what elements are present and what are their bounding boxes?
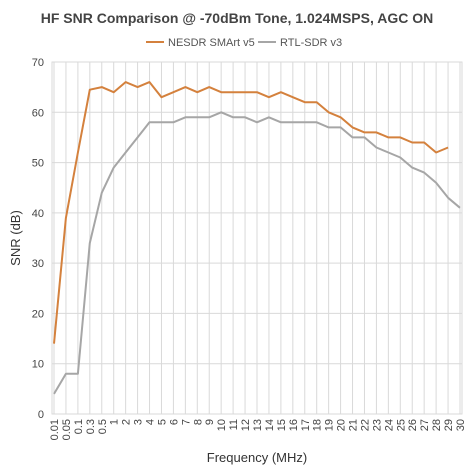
x-tick-label: 5	[156, 419, 168, 425]
y-tick-label: 10	[32, 359, 44, 371]
x-tick-label: 25	[395, 419, 407, 431]
y-tick-label: 20	[32, 308, 44, 320]
series-line-nesdr	[53, 81, 449, 344]
y-tick-label: 70	[32, 57, 44, 69]
x-tick-label: 24	[383, 419, 395, 431]
grid	[52, 61, 462, 415]
x-tick-label: 18	[312, 419, 324, 431]
y-tick-label: 40	[32, 208, 44, 220]
x-tick-label: 9	[204, 419, 216, 425]
y-tick-label: 60	[32, 107, 44, 119]
x-tick-label: 13	[252, 419, 264, 431]
series	[53, 81, 461, 395]
x-tick-label: 12	[240, 419, 252, 431]
x-tick-label: 3	[133, 419, 145, 425]
x-tick-label: 0.5	[97, 419, 109, 434]
x-tick-label: 10	[216, 419, 228, 431]
x-tick-label: 2	[121, 419, 133, 425]
x-tick-label: 30	[455, 419, 467, 431]
x-tick-label: 26	[407, 419, 419, 431]
x-tick-label: 29	[443, 419, 455, 431]
x-tick-label: 22	[359, 419, 371, 431]
x-tick-label: 28	[431, 419, 443, 431]
chart-title: HF SNR Comparison @ -70dBm Tone, 1.024MS…	[41, 10, 434, 26]
x-tick-label: 0.1	[73, 419, 85, 434]
series-line-rtlsdr	[53, 111, 461, 395]
x-tick-labels: 0.01 0.05 0.1 0.3 0.5 1 2 3 4 5 6 7 8 9 10 11 12 13 14 15 16…	[49, 419, 467, 440]
x-tick-label: 1	[109, 419, 121, 425]
x-tick-label: 20	[336, 419, 348, 431]
x-tick-label: 17	[300, 419, 312, 431]
y-tick-labels: 0 10 20 30 40 50 60 70	[32, 57, 44, 421]
x-tick-label: 14	[264, 419, 276, 431]
x-tick-label: 6	[168, 419, 180, 425]
x-tick-label: 11	[228, 419, 240, 430]
legend: NESDR SMArt v5 RTL-SDR v3	[146, 37, 342, 49]
x-tick-label: 0.01	[49, 419, 61, 440]
legend-label-nesdr: NESDR SMArt v5	[168, 37, 255, 49]
x-tick-label: 23	[371, 419, 383, 431]
x-tick-label: 0.3	[85, 419, 97, 434]
y-tick-label: 30	[32, 258, 44, 270]
x-tick-label: 27	[419, 419, 431, 431]
y-tick-label: 0	[38, 409, 44, 421]
plot-area	[51, 61, 463, 415]
x-tick-label: 0.05	[61, 419, 73, 440]
x-tick-label: 4	[145, 419, 157, 425]
x-tick-label: 21	[348, 419, 360, 431]
x-axis-title: Frequency (MHz)	[207, 450, 307, 465]
legend-label-rtlsdr: RTL-SDR v3	[280, 37, 342, 49]
y-axis-title: SNR (dB)	[8, 210, 23, 266]
x-tick-label: 7	[180, 419, 192, 425]
x-tick-label: 8	[192, 419, 204, 425]
x-tick-label: 15	[276, 419, 288, 431]
x-tick-label: 19	[324, 419, 336, 431]
x-tick-label: 16	[288, 419, 300, 431]
y-tick-label: 50	[32, 158, 44, 170]
